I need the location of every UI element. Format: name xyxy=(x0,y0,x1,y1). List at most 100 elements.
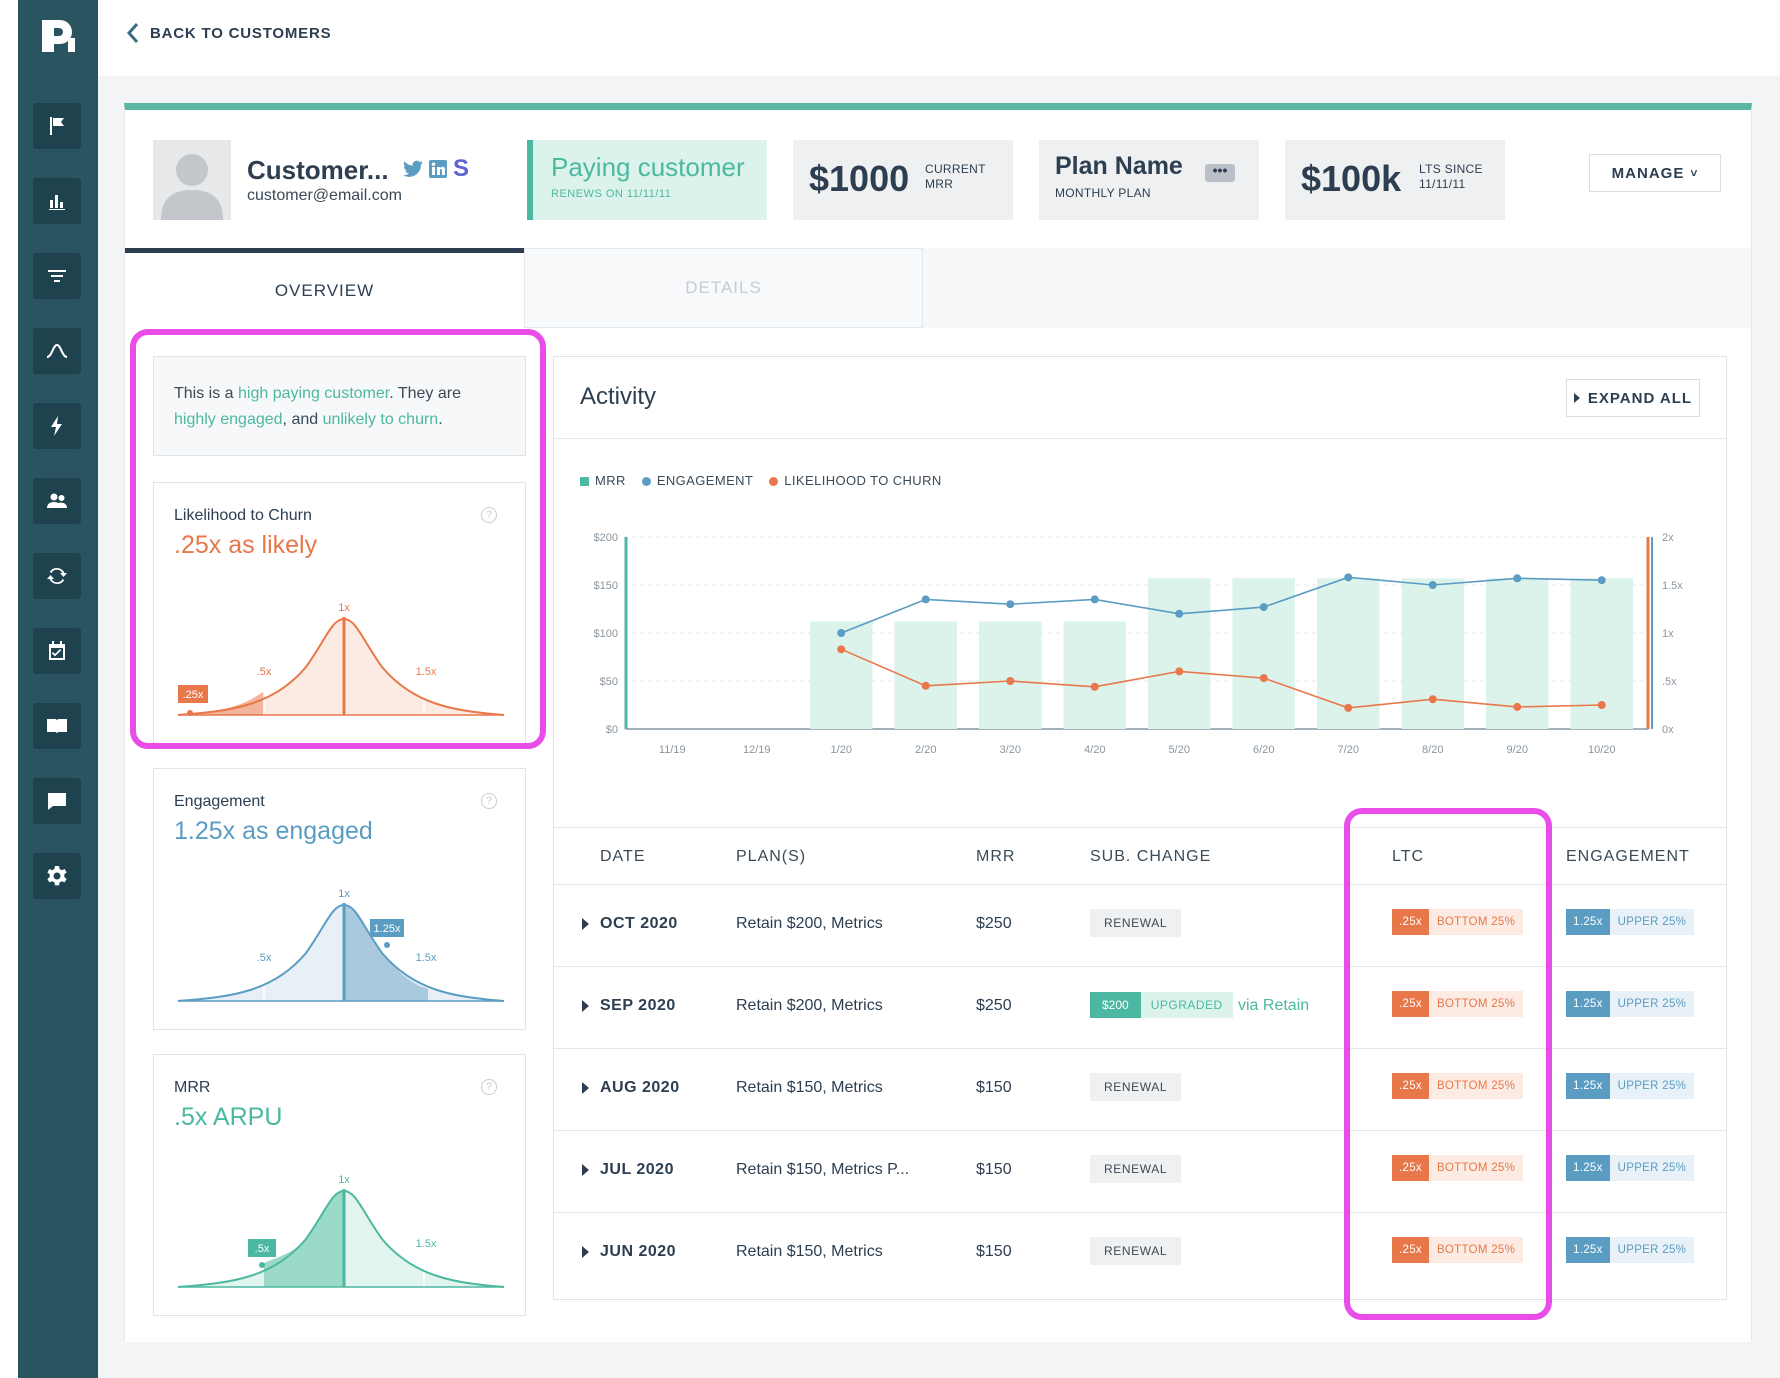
nav-messages[interactable] xyxy=(33,778,81,824)
nav-customers[interactable] xyxy=(33,478,81,524)
churn-point xyxy=(921,681,930,690)
col-sub-change[interactable]: SUB. CHANGE xyxy=(1090,848,1212,865)
churn-point xyxy=(1513,702,1522,711)
expand-all-button[interactable]: EXPAND ALL xyxy=(1566,379,1700,417)
ltc-badge: .25x BOTTOM 25% xyxy=(1392,909,1524,935)
activity-chart: $0 0x $50 .5x $100 1x $150 1.5x $200 2x 11/19 12/19… xyxy=(594,532,1684,756)
y-tick-right: 2x xyxy=(1662,532,1674,544)
calendar-icon xyxy=(49,641,65,660)
lts-value: $100k xyxy=(1301,158,1402,199)
upgraded-badge: $200 UPGRADED xyxy=(1090,992,1233,1018)
summary-text-1: This is a xyxy=(174,385,239,402)
nav-docs[interactable] xyxy=(33,703,81,749)
twitter-icon[interactable] xyxy=(403,160,423,178)
engagement-point xyxy=(1513,574,1522,583)
row-plans: Retain $150, Metrics xyxy=(736,1079,883,1096)
mrr-title: MRR xyxy=(174,1079,211,1096)
back-to-customers-link[interactable]: BACK TO CUSTOMERS xyxy=(126,22,331,44)
linkedin-icon[interactable] xyxy=(429,160,447,178)
plan-stat: Plan Name MONTHLY PLAN ••• xyxy=(1039,140,1259,220)
renewal-badge: RENEWAL xyxy=(1090,909,1182,937)
engagement-point xyxy=(1597,576,1606,585)
table-row[interactable]: SEP 2020 Retain $200, Metrics $250 $200 U… xyxy=(554,967,1726,1049)
churn-card: Likelihood to Churn .25x as likely ? 1x … xyxy=(153,482,526,744)
y-tick-right: 1.5x xyxy=(1662,580,1683,592)
row-mrr: $250 xyxy=(976,915,1012,932)
col-mrr[interactable]: MRR xyxy=(976,848,1016,865)
engagement-point xyxy=(837,629,846,637)
tab-details[interactable]: DETAILS xyxy=(524,248,923,328)
nav-settings[interactable] xyxy=(33,853,81,899)
nav-reports[interactable] xyxy=(33,178,81,224)
summary-highlight-churn: unlikely to churn xyxy=(322,411,439,428)
ltc-badge: .25x BOTTOM 25% xyxy=(1392,1155,1524,1181)
expand-row-icon[interactable] xyxy=(582,918,589,930)
expand-row-icon[interactable] xyxy=(582,1246,589,1258)
table-row[interactable]: JUL 2020 Retain $150, Metrics P... $150 … xyxy=(554,1131,1726,1213)
col-engagement[interactable]: ENGAGEMENT xyxy=(1566,848,1690,865)
refresh-icon xyxy=(47,567,67,585)
renewal-badge: RENEWAL xyxy=(1090,1237,1182,1265)
churn-value: .25x as likely xyxy=(174,531,318,559)
engagement-point xyxy=(921,595,930,604)
summary-highlight-paying: high paying customer xyxy=(238,385,390,402)
marker-dot xyxy=(384,942,390,948)
col-date[interactable]: DATE xyxy=(600,848,646,865)
mrr-value: $1000 xyxy=(809,158,910,199)
activity-table: DATE PLAN(S) MRR SUB. CHANGE LTC ENGAGEM… xyxy=(554,827,1726,1295)
table-row[interactable]: OCT 2020 Retain $200, Metrics $250 RENEW… xyxy=(554,885,1726,967)
nav-calendar[interactable] xyxy=(33,628,81,674)
col-ltc[interactable]: LTC xyxy=(1392,848,1425,865)
ltc-badge: .25x BOTTOM 25% xyxy=(1392,1073,1524,1099)
engagement-marker: 1.25x xyxy=(374,923,401,935)
engagement-title: Engagement xyxy=(174,793,265,810)
row-date: JUN 2020 xyxy=(600,1243,677,1260)
nav-events[interactable] xyxy=(33,403,81,449)
manage-button[interactable]: MANAGE ˅ xyxy=(1589,154,1721,192)
customer-card: Customer... S customer@email.com Paying … xyxy=(124,103,1752,1342)
row-date: SEP 2020 xyxy=(600,997,676,1014)
churn-point xyxy=(1344,703,1353,712)
engagement-point xyxy=(1259,603,1268,612)
renewal-badge: RENEWAL xyxy=(1090,1073,1182,1101)
nav-renewals[interactable] xyxy=(33,553,81,599)
mrr-bar xyxy=(1401,578,1465,729)
engagement-point xyxy=(1428,581,1437,589)
bolt-icon xyxy=(51,416,62,436)
churn-line xyxy=(840,648,1602,709)
y-tick-right: .5x xyxy=(1662,676,1677,688)
expand-row-icon[interactable] xyxy=(582,1164,589,1176)
table-row[interactable]: JUN 2020 Retain $150, Metrics $150 RENEW… xyxy=(554,1213,1726,1295)
annotation-highlight-churn xyxy=(130,329,546,749)
nav-flag[interactable] xyxy=(33,103,81,149)
y-tick-left: $100 xyxy=(594,628,618,640)
table-row[interactable]: AUG 2020 Retain $150, Metrics $150 RENEW… xyxy=(554,1049,1726,1131)
nav-distribution[interactable] xyxy=(33,328,81,374)
churn-point xyxy=(1175,667,1184,676)
status-badge: Paying customer RENEWS ON 11/11/11 xyxy=(527,140,767,220)
col-plans[interactable]: PLAN(S) xyxy=(736,848,807,865)
app-logo[interactable] xyxy=(38,16,78,56)
churn-title: Likelihood to Churn xyxy=(174,507,312,524)
engagement-card: Engagement 1.25x as engaged ? 1x .5x 1.5… xyxy=(153,768,526,1030)
plan-more-button[interactable]: ••• xyxy=(1205,163,1235,182)
upgrade-via-link[interactable]: via Retain xyxy=(1238,997,1310,1014)
churn-point xyxy=(1090,682,1099,691)
expand-row-icon[interactable] xyxy=(582,1082,589,1094)
mrr-bar xyxy=(1063,621,1127,729)
stripe-icon[interactable]: S xyxy=(453,155,470,182)
expand-row-icon[interactable] xyxy=(582,1000,589,1012)
mrr-marker: .5x xyxy=(255,1243,270,1255)
engagement-badge: 1.25x UPPER 25% xyxy=(1566,1237,1695,1263)
help-icon[interactable]: ? xyxy=(481,507,497,523)
y-tick-right: 0x xyxy=(1662,724,1674,736)
mrr-distribution-curve: 1x 1.5x .5x xyxy=(177,1174,505,1288)
help-icon[interactable]: ? xyxy=(481,793,497,809)
row-mrr: $150 xyxy=(976,1079,1012,1096)
nav-filter[interactable] xyxy=(33,253,81,299)
chevron-down-icon: ˅ xyxy=(1690,166,1699,180)
row-plans: Retain $200, Metrics xyxy=(736,997,883,1014)
help-icon[interactable]: ? xyxy=(481,1079,497,1095)
engagement-distribution-curve: 1x .5x 1.5x 1.25x xyxy=(177,888,505,1002)
tab-overview[interactable]: OVERVIEW xyxy=(125,248,524,328)
